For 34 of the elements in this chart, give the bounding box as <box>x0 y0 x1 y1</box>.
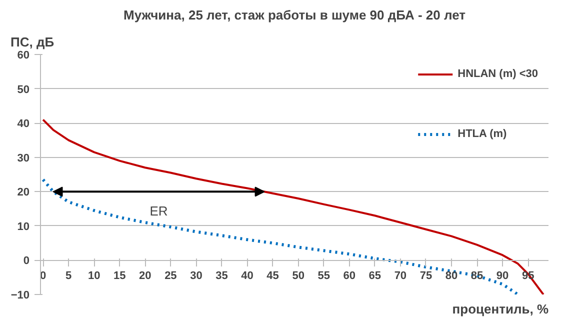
y-tick-label: 10 <box>17 220 30 233</box>
x-tick-label: 80 <box>445 270 458 282</box>
chart-title: Мужчина, 25 лет, стаж работы в шуме 90 дБА - 20 лет <box>124 8 466 22</box>
annotation: ER <box>150 204 168 219</box>
x-tick-label: 50 <box>292 270 304 282</box>
line-series <box>42 118 544 294</box>
x-tick-label: 15 <box>114 270 126 282</box>
legend-label: HNLAN (m) <30 <box>458 68 538 80</box>
x-axis-title: процентиль, % <box>452 302 549 316</box>
x-tick-label: 60 <box>343 270 356 282</box>
y-axis-title: ПС, дБ <box>10 34 54 50</box>
x-tick-label: 40 <box>241 270 254 282</box>
x-tick-label: 65 <box>368 270 382 282</box>
x-tick-label: 55 <box>318 270 330 282</box>
y-tick-label: 60 <box>17 50 30 62</box>
x-tick-label: 5 <box>66 270 72 282</box>
x-tick-label: 10 <box>88 270 100 282</box>
y-tick-label: 30 <box>17 152 30 164</box>
x-tick-label: 25 <box>164 270 177 282</box>
y-tick-label: 20 <box>17 186 30 199</box>
legend-label: HTLA (m) <box>458 128 507 140</box>
line-series <box>42 178 520 294</box>
x-tick-label: 35 <box>216 270 228 282</box>
x-tick-label: 70 <box>394 270 407 282</box>
x-tick-label: 20 <box>139 270 152 282</box>
y-tick-label: 50 <box>17 84 30 96</box>
x-tick-label: 90 <box>496 270 509 282</box>
x-tick-label: 85 <box>470 270 484 282</box>
x-tick-label: 75 <box>420 270 432 282</box>
y-tick-label: −10 <box>10 290 30 302</box>
y-tick-label: 40 <box>17 118 30 130</box>
x-tick-label: 30 <box>190 270 202 282</box>
y-tick-label: 0 <box>23 255 30 268</box>
x-tick-label: 45 <box>266 270 279 282</box>
